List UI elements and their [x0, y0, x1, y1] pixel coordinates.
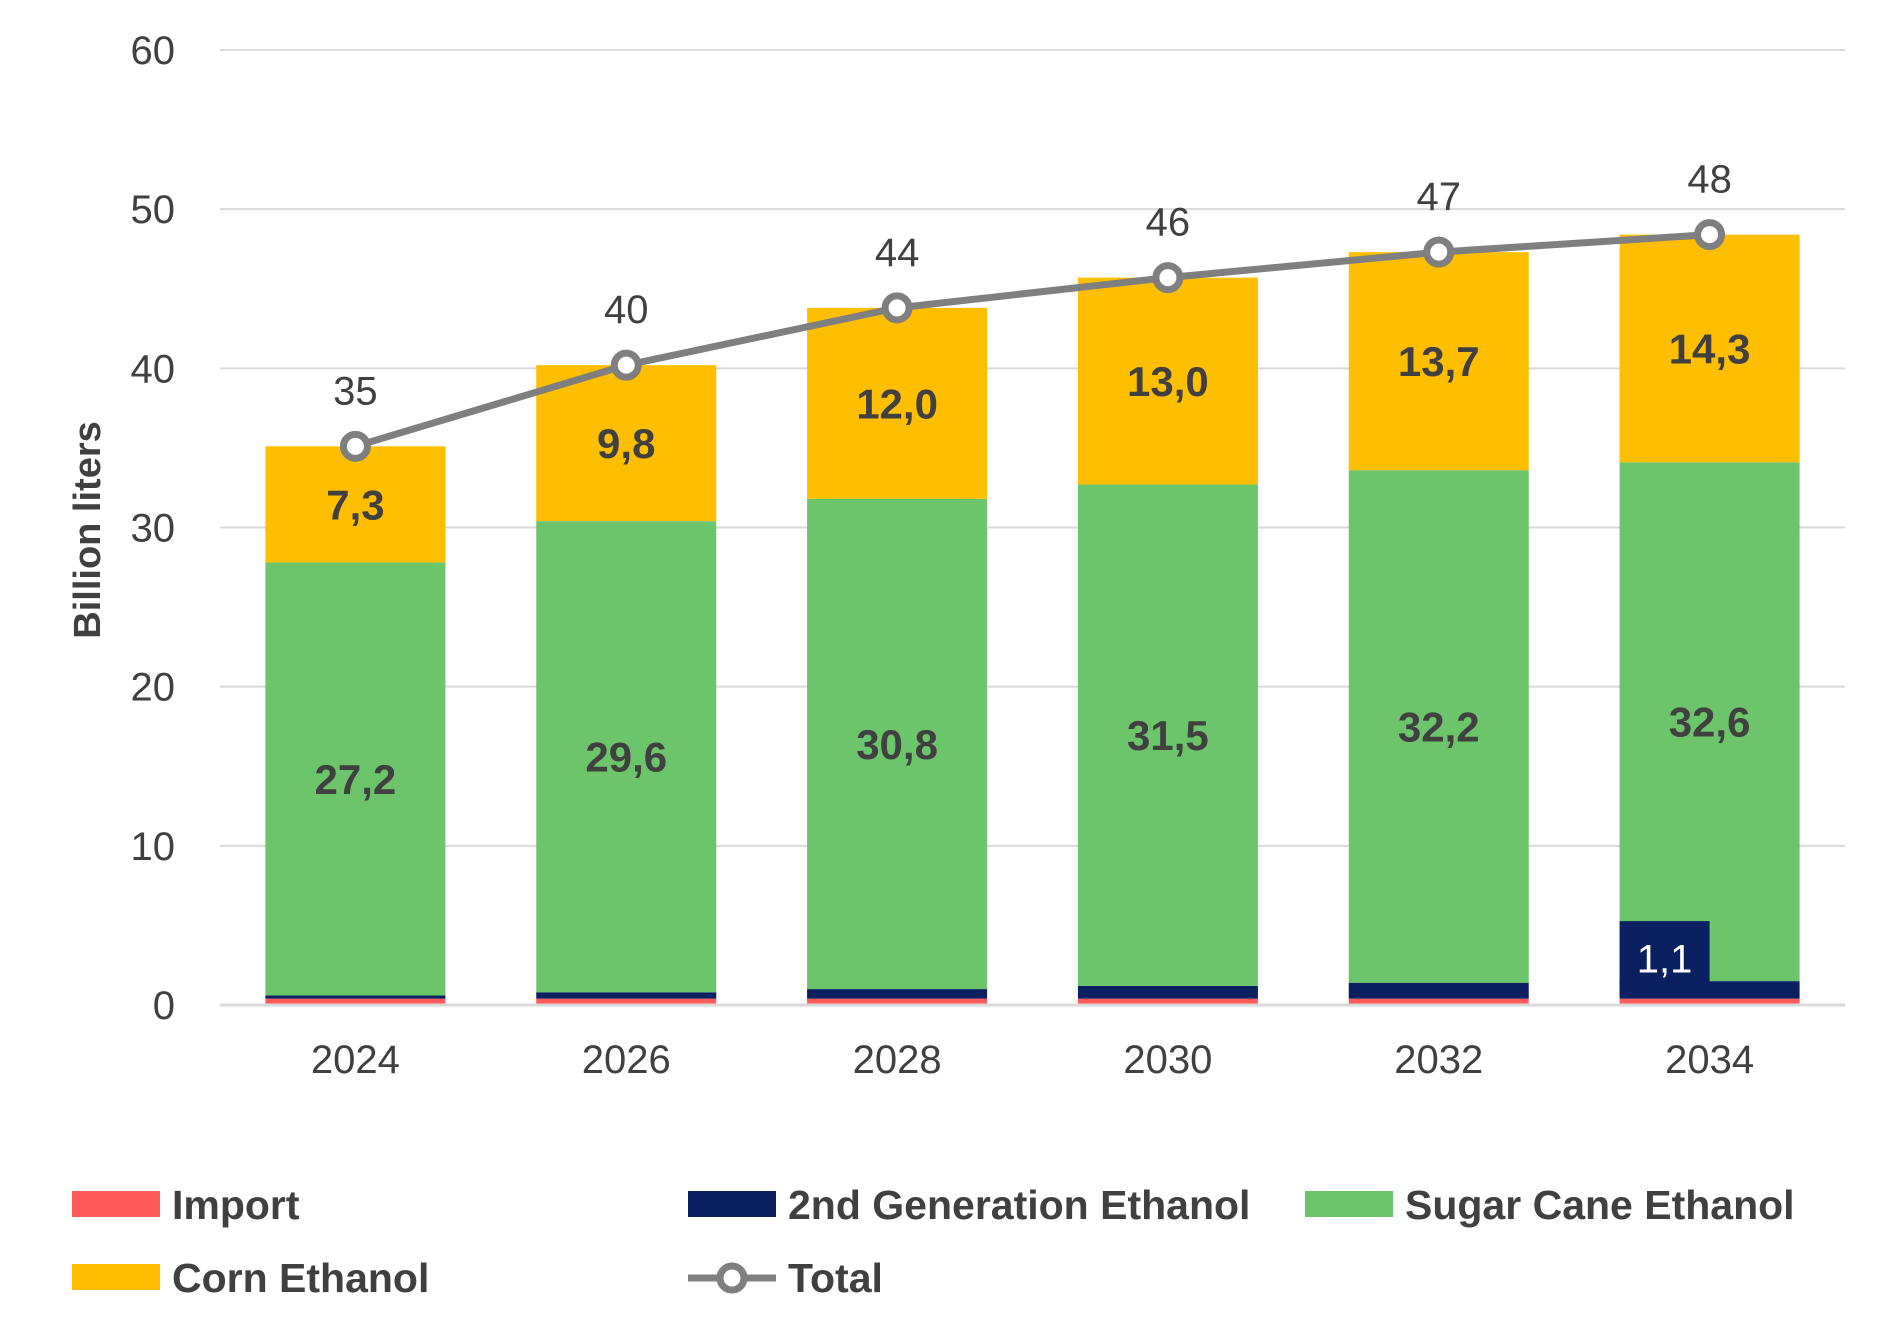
- total-marker: [1694, 219, 1726, 251]
- y-tick-label: 60: [131, 29, 176, 73]
- total-label: 40: [604, 288, 649, 332]
- data-label: 13,0: [1127, 358, 1209, 405]
- bar-segment-corn-ethanol: [1077, 277, 1258, 485]
- total-label: 35: [333, 369, 378, 413]
- total-marker: [881, 292, 913, 324]
- data-label: 9,8: [597, 420, 655, 467]
- y-tick-label: 30: [131, 507, 176, 551]
- legend-swatch: [688, 1191, 776, 1217]
- x-tick-label: 2024: [311, 1038, 400, 1082]
- x-tick-label: 2032: [1394, 1038, 1483, 1082]
- bar-segment-import: [265, 998, 446, 1005]
- bar-segment-corn-ethanol: [807, 307, 988, 499]
- x-axis-ticks: 2024 2026 2028 2030 2032 2034: [311, 1038, 1754, 1082]
- total-label: 48: [1687, 158, 1732, 202]
- bar-segment-import: [1619, 998, 1800, 1005]
- bar-segment-sugar-cane-ethanol: [1077, 484, 1258, 986]
- y-axis-label: Billion liters: [67, 421, 109, 638]
- y-tick-label: 40: [131, 347, 176, 391]
- total-label: 47: [1417, 175, 1462, 219]
- data-label: 30,8: [856, 721, 938, 768]
- y-axis-ticks: 0 10 20 30 40 50 60: [131, 29, 176, 1028]
- segment-labels: 27,2 7,3 29,6 9,8 30,8 12,0 31,5 13,0 32,2 13,7 1,…: [315, 325, 1751, 997]
- bar-segment-sugar-cane-ethanol: [1348, 470, 1529, 983]
- legend-label: Corn Ethanol: [172, 1255, 429, 1301]
- data-label: 27,2: [315, 756, 397, 803]
- bar-segment-sugar-cane-ethanol: [1619, 462, 1800, 982]
- legend-swatch: [72, 1191, 160, 1217]
- bar-segment-2nd-generation-ethanol: [536, 992, 717, 999]
- y-tick-label: 20: [131, 666, 176, 710]
- legend: Import 2nd Generation Ethanol Sugar Cane E…: [72, 1182, 1795, 1301]
- x-tick-label: 2030: [1123, 1038, 1212, 1082]
- bars: [265, 234, 1800, 1005]
- legend-swatch: [1305, 1191, 1393, 1217]
- bar-segment-2nd-generation-ethanol: [265, 995, 446, 999]
- legend-label: Total: [788, 1255, 883, 1301]
- y-tick-label: 0: [153, 984, 175, 1028]
- total-marker: [1152, 262, 1184, 294]
- y-tick-label: 50: [131, 188, 176, 232]
- data-label: 32,2: [1398, 703, 1480, 750]
- x-tick-label: 2028: [853, 1038, 942, 1082]
- legend-label: Sugar Cane Ethanol: [1405, 1182, 1795, 1228]
- bar-segment-sugar-cane-ethanol: [536, 521, 717, 993]
- legend-swatch: [72, 1264, 160, 1290]
- total-marker: [610, 349, 642, 381]
- x-tick-label: 2034: [1665, 1038, 1754, 1082]
- bar-segment-corn-ethanol: [536, 365, 717, 522]
- data-label: 1,1: [1637, 938, 1693, 982]
- total-line: 35 40 44 46 47 48: [333, 158, 1732, 462]
- data-label: 7,3: [326, 481, 384, 528]
- gridlines: [220, 49, 1845, 847]
- bar-segment-2nd-generation-ethanol: [1077, 985, 1258, 999]
- bar-segment-import: [807, 998, 988, 1005]
- bar-segment-2nd-generation-ethanol: [1348, 982, 1529, 999]
- bar-segment-import: [1077, 998, 1258, 1005]
- legend-marker: [716, 1262, 748, 1294]
- legend-label: Import: [172, 1182, 300, 1228]
- bar-segment-sugar-cane-ethanol: [807, 498, 988, 990]
- data-label: 12,0: [856, 380, 938, 427]
- bar-segment-2nd-generation-ethanol: [807, 989, 988, 999]
- total-marker: [1423, 236, 1455, 268]
- bar-segment-corn-ethanol: [265, 446, 446, 563]
- data-label: 14,3: [1669, 325, 1751, 372]
- total-marker: [339, 430, 371, 462]
- bar-segment-sugar-cane-ethanol: [265, 562, 446, 996]
- total-label: 44: [875, 231, 920, 275]
- total-line-path: [354, 231, 1710, 450]
- data-label-box: [1619, 921, 1710, 997]
- y-tick-label: 10: [131, 825, 176, 869]
- bar-segment-corn-ethanol: [1348, 252, 1529, 471]
- total-label: 46: [1146, 201, 1191, 245]
- legend-label: 2nd Generation Ethanol: [788, 1182, 1250, 1228]
- bar-segment-import: [1348, 998, 1529, 1005]
- data-label: 29,6: [585, 734, 667, 781]
- data-label: 32,6: [1669, 699, 1751, 746]
- bar-segment-corn-ethanol: [1619, 234, 1800, 463]
- bar-segment-import: [536, 998, 717, 1005]
- data-label: 13,7: [1398, 338, 1480, 385]
- x-tick-label: 2026: [582, 1038, 671, 1082]
- data-label: 31,5: [1127, 712, 1209, 759]
